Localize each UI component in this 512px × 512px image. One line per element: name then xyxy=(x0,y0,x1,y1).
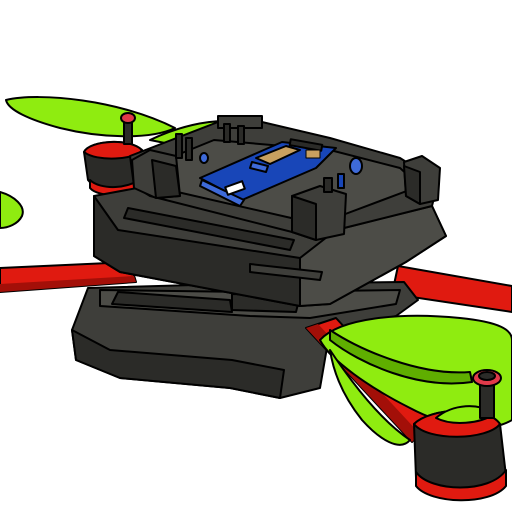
propeller-left-edge xyxy=(0,191,24,229)
motor-front-right xyxy=(413,369,507,502)
arduino-board xyxy=(199,138,337,207)
propeller-front-right xyxy=(319,314,512,446)
components xyxy=(175,133,363,193)
lower-frame xyxy=(71,281,419,399)
arm-left xyxy=(0,261,137,293)
